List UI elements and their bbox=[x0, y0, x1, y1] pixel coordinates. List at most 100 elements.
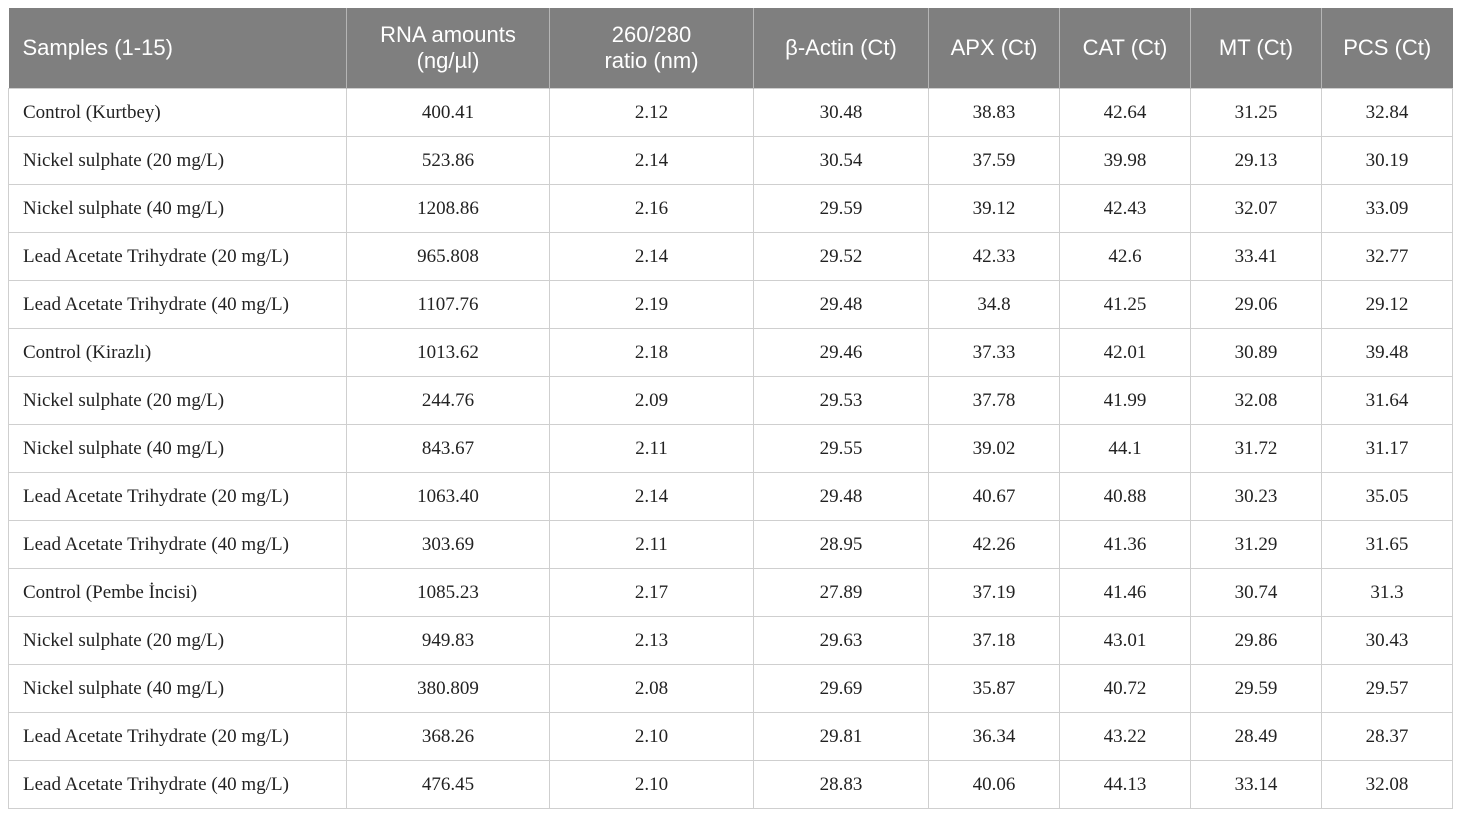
cell-ratio-260-280: 2.14 bbox=[549, 136, 754, 185]
table-body: Control (Kurtbey) 400.41 2.12 30.48 38.83 42.… bbox=[8, 88, 1453, 809]
cell-ratio-260-280: 2.10 bbox=[549, 712, 754, 761]
cell-ratio-260-280: 2.14 bbox=[549, 232, 754, 281]
cell-pcs-ct: 33.09 bbox=[1321, 184, 1453, 233]
cell-rna-amount: 523.86 bbox=[346, 136, 550, 185]
cell-cat-ct: 40.72 bbox=[1059, 664, 1191, 713]
cell-beta-actin-ct: 29.52 bbox=[753, 232, 929, 281]
header-rna-amounts: RNA amounts (ng/µl) bbox=[346, 8, 550, 89]
cell-beta-actin-ct: 29.53 bbox=[753, 376, 929, 425]
cell-beta-actin-ct: 29.48 bbox=[753, 472, 929, 521]
table-row: Control (Kirazlı) 1013.62 2.18 29.46 37.33 42… bbox=[8, 328, 1453, 377]
cell-apx-ct: 37.59 bbox=[928, 136, 1060, 185]
header-apx: APX (Ct) bbox=[928, 8, 1060, 89]
cell-apx-ct: 38.83 bbox=[928, 88, 1060, 137]
cell-ratio-260-280: 2.08 bbox=[549, 664, 754, 713]
header-pcs: PCS (Ct) bbox=[1321, 8, 1453, 89]
cell-cat-ct: 44.1 bbox=[1059, 424, 1191, 473]
cell-sample-name: Nickel sulphate (40 mg/L) bbox=[8, 184, 347, 233]
cell-mt-ct: 29.86 bbox=[1190, 616, 1322, 665]
cell-apx-ct: 40.06 bbox=[928, 760, 1060, 809]
cell-mt-ct: 31.29 bbox=[1190, 520, 1322, 569]
cell-beta-actin-ct: 29.48 bbox=[753, 280, 929, 329]
cell-pcs-ct: 31.65 bbox=[1321, 520, 1453, 569]
header-row: Samples (1-15) RNA amounts (ng/µl) 260/2… bbox=[8, 8, 1453, 89]
header-beta-actin: β-Actin (Ct) bbox=[753, 8, 929, 89]
cell-rna-amount: 244.76 bbox=[346, 376, 550, 425]
cell-cat-ct: 42.01 bbox=[1059, 328, 1191, 377]
cell-ratio-260-280: 2.09 bbox=[549, 376, 754, 425]
cell-rna-amount: 949.83 bbox=[346, 616, 550, 665]
cell-cat-ct: 42.64 bbox=[1059, 88, 1191, 137]
table-row: Nickel sulphate (20 mg/L) 523.86 2.14 30.54… bbox=[8, 136, 1453, 185]
cell-pcs-ct: 31.17 bbox=[1321, 424, 1453, 473]
cell-mt-ct: 28.49 bbox=[1190, 712, 1322, 761]
cell-sample-name: Lead Acetate Trihydrate (20 mg/L) bbox=[8, 232, 347, 281]
cell-rna-amount: 1063.40 bbox=[346, 472, 550, 521]
cell-beta-actin-ct: 29.69 bbox=[753, 664, 929, 713]
cell-cat-ct: 41.99 bbox=[1059, 376, 1191, 425]
cell-sample-name: Control (Pembe İncisi) bbox=[8, 568, 347, 617]
cell-mt-ct: 29.06 bbox=[1190, 280, 1322, 329]
cell-apx-ct: 34.8 bbox=[928, 280, 1060, 329]
cell-pcs-ct: 31.3 bbox=[1321, 568, 1453, 617]
cell-sample-name: Nickel sulphate (40 mg/L) bbox=[8, 664, 347, 713]
cell-ratio-260-280: 2.11 bbox=[549, 424, 754, 473]
cell-pcs-ct: 39.48 bbox=[1321, 328, 1453, 377]
cell-ratio-260-280: 2.12 bbox=[549, 88, 754, 137]
cell-pcs-ct: 29.57 bbox=[1321, 664, 1453, 713]
cell-rna-amount: 476.45 bbox=[346, 760, 550, 809]
table-row: Nickel sulphate (40 mg/L) 380.809 2.08 29.6… bbox=[8, 664, 1453, 713]
cell-pcs-ct: 31.64 bbox=[1321, 376, 1453, 425]
table-row: Nickel sulphate (20 mg/L) 244.76 2.09 29.53… bbox=[8, 376, 1453, 425]
header-cat: CAT (Ct) bbox=[1059, 8, 1191, 89]
cell-mt-ct: 31.72 bbox=[1190, 424, 1322, 473]
table-row: Control (Kurtbey) 400.41 2.12 30.48 38.83 42.… bbox=[8, 88, 1453, 137]
cell-apx-ct: 42.33 bbox=[928, 232, 1060, 281]
cell-ratio-260-280: 2.10 bbox=[549, 760, 754, 809]
table-row: Lead Acetate Trihydrate (20 mg/L) 965.808… bbox=[8, 232, 1453, 281]
cell-mt-ct: 30.74 bbox=[1190, 568, 1322, 617]
cell-beta-actin-ct: 29.59 bbox=[753, 184, 929, 233]
table-header: Samples (1-15) RNA amounts (ng/µl) 260/2… bbox=[8, 8, 1453, 89]
cell-mt-ct: 31.25 bbox=[1190, 88, 1322, 137]
header-mt: MT (Ct) bbox=[1190, 8, 1322, 89]
cell-apx-ct: 37.19 bbox=[928, 568, 1060, 617]
cell-cat-ct: 42.43 bbox=[1059, 184, 1191, 233]
table-row: Nickel sulphate (20 mg/L) 949.83 2.13 29.63… bbox=[8, 616, 1453, 665]
cell-apx-ct: 37.78 bbox=[928, 376, 1060, 425]
table-row: Lead Acetate Trihydrate (40 mg/L) 476.45 2… bbox=[8, 760, 1453, 809]
cell-beta-actin-ct: 30.54 bbox=[753, 136, 929, 185]
cell-apx-ct: 37.18 bbox=[928, 616, 1060, 665]
cell-rna-amount: 303.69 bbox=[346, 520, 550, 569]
cell-sample-name: Control (Kurtbey) bbox=[8, 88, 347, 137]
cell-apx-ct: 42.26 bbox=[928, 520, 1060, 569]
rna-ct-table: Samples (1-15) RNA amounts (ng/µl) 260/2… bbox=[8, 8, 1453, 809]
table-row: Lead Acetate Trihydrate (20 mg/L) 1063.40… bbox=[8, 472, 1453, 521]
cell-sample-name: Lead Acetate Trihydrate (40 mg/L) bbox=[8, 760, 347, 809]
cell-pcs-ct: 32.08 bbox=[1321, 760, 1453, 809]
cell-rna-amount: 1085.23 bbox=[346, 568, 550, 617]
cell-ratio-260-280: 2.14 bbox=[549, 472, 754, 521]
cell-ratio-260-280: 2.13 bbox=[549, 616, 754, 665]
table-row: Nickel sulphate (40 mg/L) 843.67 2.11 29.55… bbox=[8, 424, 1453, 473]
cell-beta-actin-ct: 29.55 bbox=[753, 424, 929, 473]
cell-sample-name: Control (Kirazlı) bbox=[8, 328, 347, 377]
cell-apx-ct: 39.02 bbox=[928, 424, 1060, 473]
cell-sample-name: Nickel sulphate (40 mg/L) bbox=[8, 424, 347, 473]
table-row: Lead Acetate Trihydrate (40 mg/L) 1107.76… bbox=[8, 280, 1453, 329]
cell-cat-ct: 43.22 bbox=[1059, 712, 1191, 761]
cell-cat-ct: 41.25 bbox=[1059, 280, 1191, 329]
cell-rna-amount: 1107.76 bbox=[346, 280, 550, 329]
cell-sample-name: Lead Acetate Trihydrate (20 mg/L) bbox=[8, 712, 347, 761]
cell-pcs-ct: 30.19 bbox=[1321, 136, 1453, 185]
cell-rna-amount: 1013.62 bbox=[346, 328, 550, 377]
cell-rna-amount: 368.26 bbox=[346, 712, 550, 761]
table-row: Nickel sulphate (40 mg/L) 1208.86 2.16 29.5… bbox=[8, 184, 1453, 233]
table-row: Lead Acetate Trihydrate (40 mg/L) 303.69 2… bbox=[8, 520, 1453, 569]
cell-apx-ct: 39.12 bbox=[928, 184, 1060, 233]
cell-pcs-ct: 35.05 bbox=[1321, 472, 1453, 521]
table-row: Lead Acetate Trihydrate (20 mg/L) 368.26 2… bbox=[8, 712, 1453, 761]
cell-mt-ct: 33.14 bbox=[1190, 760, 1322, 809]
cell-mt-ct: 32.08 bbox=[1190, 376, 1322, 425]
cell-beta-actin-ct: 29.46 bbox=[753, 328, 929, 377]
